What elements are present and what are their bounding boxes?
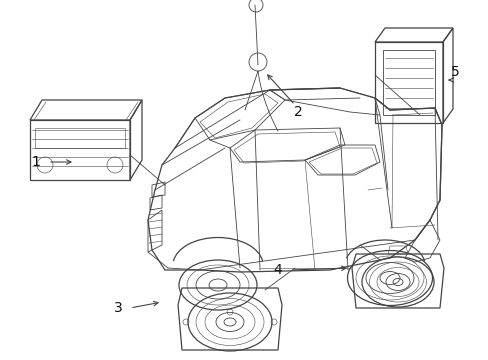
Text: 1: 1 xyxy=(32,155,41,169)
Text: 3: 3 xyxy=(113,301,122,315)
Text: 5: 5 xyxy=(450,65,458,79)
Text: 4: 4 xyxy=(273,263,282,277)
Text: 2: 2 xyxy=(293,105,302,119)
